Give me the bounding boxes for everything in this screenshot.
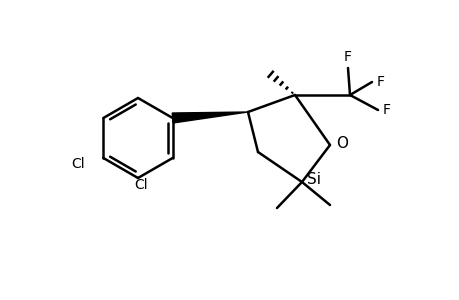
Text: Cl: Cl — [134, 178, 147, 192]
Text: Cl: Cl — [72, 157, 85, 171]
Text: Si: Si — [306, 172, 320, 188]
Text: F: F — [343, 50, 351, 64]
Text: F: F — [376, 75, 384, 89]
Polygon shape — [172, 112, 247, 123]
Text: O: O — [335, 136, 347, 151]
Text: F: F — [382, 103, 390, 117]
